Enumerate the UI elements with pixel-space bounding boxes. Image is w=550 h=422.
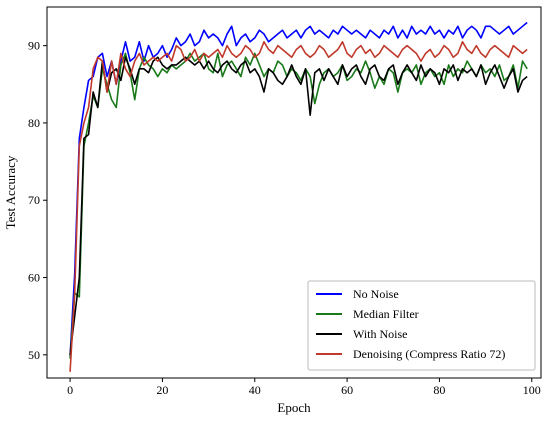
y-tick-label: 90 xyxy=(28,39,40,53)
legend-label: With Noise xyxy=(353,327,408,341)
legend-label: No Noise xyxy=(353,287,399,301)
y-tick-label: 70 xyxy=(28,193,40,207)
x-tick-label: 60 xyxy=(341,383,353,397)
legend-box xyxy=(307,280,536,371)
legend-items: No Noise Median Filter With Noise Denoising… xyxy=(316,287,505,361)
series-lines xyxy=(69,21,528,372)
series-line-denoising-compress-ratio-72 xyxy=(69,40,528,372)
series-line-median-filter xyxy=(69,52,528,359)
x-tick-label: 80 xyxy=(433,383,445,397)
y-tick-label: 80 xyxy=(28,116,40,130)
x-tick-label: 100 xyxy=(523,383,541,397)
x-tick-label: 40 xyxy=(249,383,261,397)
y-tick-label: 50 xyxy=(28,348,40,362)
plot-frame xyxy=(46,6,542,379)
series-line-no-noise xyxy=(69,21,528,357)
series-line-with-noise xyxy=(69,56,528,355)
x-tick-label: 20 xyxy=(156,383,168,397)
axis-ticks: 0 20 40 60 80 100 50 60 70 80 90 xyxy=(28,39,541,397)
legend-label: Denoising (Compress Ratio 72) xyxy=(353,347,505,361)
y-axis-label: Test Accuracy xyxy=(3,155,18,229)
legend-label: Median Filter xyxy=(353,307,419,321)
legend: No Noise Median Filter With Noise Denoising… xyxy=(307,280,536,371)
x-tick-label: 0 xyxy=(67,383,73,397)
x-axis-label: Epoch xyxy=(277,400,311,415)
y-tick-label: 60 xyxy=(28,271,40,285)
